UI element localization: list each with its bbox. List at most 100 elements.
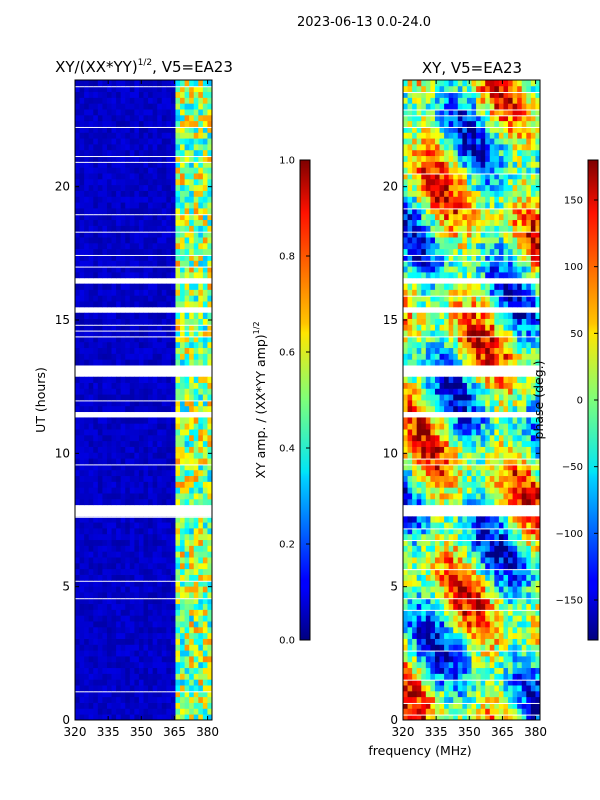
heatmap-cell [166,196,172,203]
heatmap-cell [129,405,135,413]
heatmap-cell [125,312,131,319]
heatmap-cell [180,493,185,500]
heatmap-row [403,452,541,459]
heatmap-cell [530,400,536,407]
heatmap-cell [161,114,167,122]
heatmap-cell [102,97,108,104]
heatmap-cell [88,295,94,302]
heatmap-cell [526,615,532,622]
heatmap-cell [111,330,117,337]
heatmap-cell [466,481,472,488]
heatmap-cell [444,557,450,564]
heatmap-cell [152,190,158,197]
heatmap-cell [202,400,208,407]
heatmap-cell [184,626,190,634]
heatmap-cell [120,464,126,471]
heatmap-cell [489,702,495,709]
heatmap-cell [193,109,199,116]
heatmap-cell [403,626,408,634]
heatmap-cell [444,621,450,628]
heatmap-cell [202,149,208,157]
heatmap-cell [421,626,427,634]
heatmap-cell [157,708,163,715]
heatmap-cell [202,330,208,337]
heatmap-cell [517,446,523,453]
heatmap-cell [457,551,463,558]
heatmap-cell [175,237,181,244]
heatmap-cell [143,597,149,605]
heatmap-cell [471,405,477,413]
heatmap-cell [175,603,181,610]
heatmap-row [75,114,213,122]
heatmap-cell [457,400,463,407]
heatmap-cell [425,382,431,389]
heatmap-cell [485,667,491,674]
heatmap-cell [161,580,167,587]
heatmap-cell [125,353,131,360]
heatmap-cell [453,423,459,430]
heatmap-cell [476,400,482,407]
heatmap-cell [175,132,181,139]
heatmap-cell [97,690,103,698]
heatmap-cell [466,394,472,401]
heatmap-cell [111,533,117,541]
heatmap-cell [202,312,208,319]
heatmap-cell [79,644,85,651]
heatmap-row [403,586,541,593]
heatmap-cell [485,528,491,535]
heatmap-cell [439,551,445,558]
heatmap-cell [508,615,513,622]
heatmap-cell [494,452,500,459]
heatmap-cell [166,568,172,575]
heatmap-cell [93,522,99,529]
heatmap-cell [425,592,431,599]
heatmap-cell [198,656,204,663]
heatmap-cell [97,202,103,209]
heatmap-cell [134,114,140,122]
heatmap-cell [448,545,454,552]
heatmap-cell [202,213,208,221]
heatmap-cell [93,155,99,162]
heatmap-cell [157,661,163,669]
heatmap-cell [97,603,103,610]
heatmap-cell [148,202,154,209]
heatmap-cell [189,586,195,593]
heatmap-cell [75,656,80,663]
heatmap-cell [457,685,463,692]
heatmap-cell [175,574,181,581]
heatmap-cell [120,609,126,616]
heatmap-cell [157,202,163,209]
heatmap-cell [175,196,181,203]
heatmap-cell [75,190,80,197]
heatmap-cell [106,656,112,663]
heatmap-cell [143,405,149,413]
heatmap-cell [170,568,176,575]
heatmap-cell [134,161,140,168]
heatmap-cell [508,708,513,715]
heatmap-cell [503,382,509,389]
heatmap-cell [457,388,463,395]
heatmap-cell [517,661,523,669]
heatmap-cell [170,551,176,558]
flagged-gap-line [75,266,212,268]
heatmap-cell [521,656,527,663]
heatmap-cell [407,714,413,721]
heatmap-cell [416,551,422,558]
heatmap-cell [476,464,482,471]
heatmap-cell [521,685,527,692]
heatmap-cell [175,301,181,308]
x-tick-label: 335 [97,725,120,739]
heatmap-cell [75,91,80,98]
heatmap-cell [466,673,472,680]
heatmap-cell [143,434,149,442]
heatmap-cell [111,597,117,605]
heatmap-cell [161,225,167,232]
heatmap-cell [466,551,472,558]
heatmap-cell [116,458,122,465]
heatmap-cell [111,248,117,255]
heatmap-cell [444,609,450,616]
flagged-gap-line [403,464,540,466]
heatmap-cell [444,714,450,721]
heatmap-cell [106,213,112,221]
